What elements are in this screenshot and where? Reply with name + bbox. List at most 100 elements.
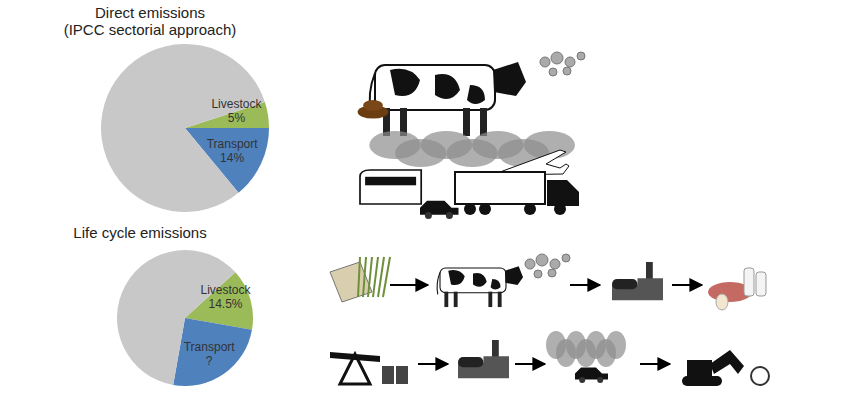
pie-slice: [173, 318, 252, 386]
recycle-mark: [751, 367, 769, 385]
slice-category: Transport: [184, 340, 236, 354]
data-label: Transport14%: [207, 137, 259, 165]
truck-cab: [547, 180, 579, 206]
grass: [363, 257, 366, 297]
data-label: Transport?: [184, 340, 236, 368]
arrow: [418, 363, 448, 365]
slice-value: 14%: [220, 151, 244, 165]
wheel: [464, 203, 476, 215]
train-window: [365, 177, 416, 186]
cow-body: [375, 65, 495, 110]
factory-hall: [458, 356, 509, 378]
factory-icon: [612, 262, 663, 300]
arrow: [390, 284, 428, 286]
wheel: [446, 212, 453, 219]
milk-bottle: [744, 268, 754, 296]
data-label: Livestock5%: [211, 97, 262, 125]
canvas: Direct emissions(IPCC sectorial approach…: [0, 0, 845, 398]
slice-category: Livestock: [211, 97, 262, 111]
gas-bubble: [540, 57, 550, 67]
cow-spots: [390, 69, 485, 104]
egg: [716, 294, 728, 310]
train-body: [360, 170, 421, 204]
cow-head: [493, 62, 526, 96]
slice-value: ?: [206, 354, 213, 368]
factory-tank: [612, 279, 638, 289]
oil-pump-icon: [330, 352, 408, 384]
illustrations: [330, 52, 769, 386]
cow-icon: [437, 266, 523, 307]
grass: [358, 257, 360, 297]
gas-bubble: [548, 269, 556, 277]
manure: [363, 100, 383, 111]
truck-trailer: [455, 172, 545, 204]
pie: Livestock5% Transport14%: [101, 44, 269, 212]
cow-leg: [444, 292, 448, 307]
slice-category: Livestock: [200, 283, 251, 297]
cow-leg: [480, 108, 487, 136]
oil-barrel: [396, 366, 408, 384]
oil-barrel: [382, 366, 394, 384]
car-body: [420, 201, 459, 215]
cow-leg: [488, 292, 492, 307]
cow-icon: [370, 62, 526, 136]
gas-bubble: [577, 52, 585, 60]
grass: [373, 257, 378, 297]
excavator-cab: [687, 360, 712, 376]
chart-title-line: Direct emissions: [95, 4, 205, 21]
gas-bubble: [549, 68, 557, 76]
cow-leg: [498, 292, 502, 307]
wheel: [524, 203, 536, 215]
gas-bubble: [565, 57, 575, 67]
factory-hall: [612, 278, 663, 300]
gas-bubble: [550, 259, 560, 269]
arrow: [640, 363, 670, 365]
gas-bubble: [563, 67, 571, 75]
cow-body: [440, 268, 506, 293]
cow-leg: [454, 292, 458, 307]
car-icon: [575, 367, 608, 383]
arrow: [570, 284, 600, 286]
car-body: [575, 367, 608, 379]
cow-head: [505, 266, 523, 285]
truck-icon: [455, 172, 579, 215]
gas-bubble: [534, 270, 542, 278]
pie: Livestock14.5% Transport?: [117, 250, 253, 386]
pie-slice: [101, 44, 265, 212]
cow-tail: [437, 272, 440, 294]
grass: [368, 257, 372, 297]
excavator-icon: [682, 350, 769, 386]
train-icon: [360, 170, 421, 204]
factory-tank: [458, 357, 484, 367]
chart-title-line: Life cycle emissions: [73, 224, 206, 241]
wheel: [597, 377, 603, 383]
wheel: [425, 212, 432, 219]
car-icon: [420, 201, 459, 219]
milk-bottle: [756, 272, 766, 296]
wheel: [554, 203, 566, 215]
arrow: [515, 363, 545, 365]
excavator-arm: [710, 350, 744, 374]
smoke: [606, 331, 626, 359]
gas-bubble: [562, 254, 570, 262]
gas-bubble: [525, 259, 535, 269]
wheel: [579, 377, 585, 383]
data-label: Livestock14.5%: [200, 283, 251, 311]
cow-spots: [448, 270, 500, 289]
wheel: [479, 203, 491, 215]
chart-title: Life cycle emissions: [73, 224, 206, 241]
chart-title-line: (IPCC sectorial approach): [64, 21, 237, 38]
slice-value: 5%: [228, 111, 246, 125]
pump-beam: [330, 352, 380, 362]
pie-slice: [117, 250, 235, 385]
factory-icon: [458, 340, 509, 378]
chart-title: Direct emissions(IPCC sectorial approach…: [64, 4, 237, 38]
gas-bubble: [536, 254, 548, 266]
excavator-track: [682, 376, 722, 386]
arrow: [672, 284, 702, 286]
gas-bubble: [551, 52, 563, 64]
cow-leg: [463, 108, 470, 136]
slice-category: Transport: [207, 137, 259, 151]
slice-value: 14.5%: [208, 297, 242, 311]
grass: [383, 257, 390, 297]
